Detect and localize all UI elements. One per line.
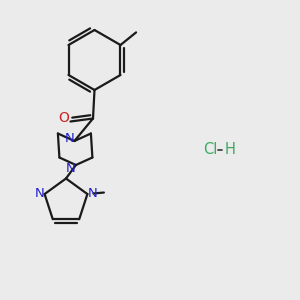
Text: N: N [87, 187, 97, 200]
Text: O: O [58, 111, 69, 125]
Text: N: N [66, 161, 76, 175]
Text: H: H [225, 142, 236, 158]
Text: N: N [35, 187, 45, 200]
Text: N: N [65, 132, 74, 145]
Text: Cl: Cl [203, 142, 217, 158]
